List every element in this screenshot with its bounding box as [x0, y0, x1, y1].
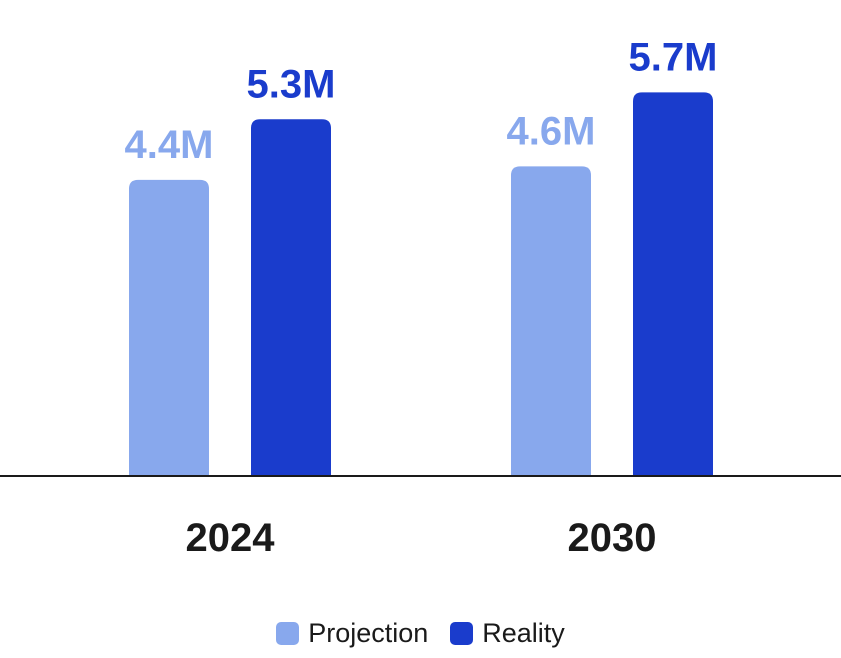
value-label-projection-2024: 4.4M [125, 123, 214, 167]
category-label-2024: 2024 [186, 516, 276, 560]
legend-swatch-projection [276, 622, 300, 645]
bar-projection-2030 [511, 166, 591, 477]
bars-group [129, 92, 713, 477]
legend-label-reality: Reality [482, 618, 565, 648]
legend: Projection Reality [0, 618, 841, 649]
category-labels-group: 2024 2030 [186, 516, 657, 560]
value-label-reality-2030: 5.7M [629, 35, 718, 79]
legend-item-reality: Reality [450, 618, 565, 649]
bar-chart: 4.4M 5.3M 4.6M 5.7M 2024 2030 [0, 35, 841, 560]
legend-label-projection: Projection [308, 618, 429, 648]
legend-item-projection: Projection [276, 618, 428, 649]
bar-reality-2024 [251, 119, 331, 476]
bar-projection-2024 [129, 179, 209, 476]
value-label-projection-2030: 4.6M [507, 109, 596, 153]
value-labels-group: 4.4M 5.3M 4.6M 5.7M [125, 35, 718, 166]
category-label-2030: 2030 [568, 516, 657, 560]
bar-reality-2030 [633, 92, 713, 476]
legend-swatch-reality [450, 622, 474, 645]
value-label-reality-2024: 5.3M [247, 62, 336, 106]
